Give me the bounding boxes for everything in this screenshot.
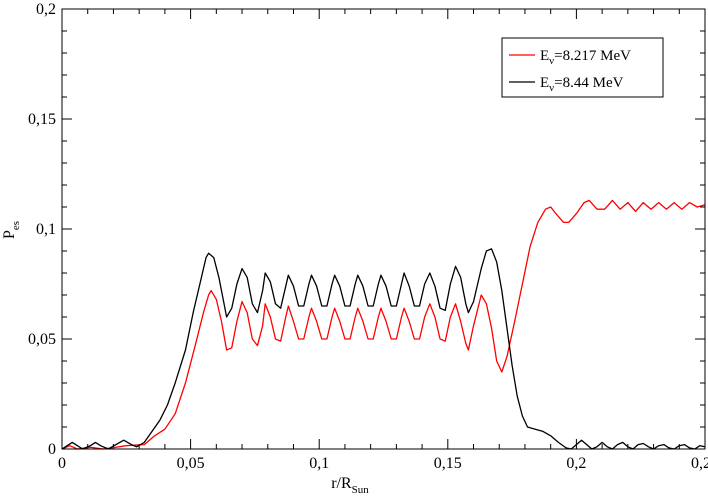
x-tick-label: 0 (58, 455, 66, 472)
series-line-0 (61, 199, 706, 450)
x-tick-label: 0,25 (691, 455, 708, 472)
y-tick-label: 0,15 (28, 111, 56, 128)
legend-box (501, 37, 664, 98)
y-tick-label: 0,2 (36, 1, 56, 18)
legend-label-1: Eν=8.44 MeV (540, 75, 624, 94)
series-line-1 (61, 248, 706, 450)
x-tick-label: 0,2 (566, 455, 586, 472)
legend-label-0: Eν=8.217 MeV (540, 48, 631, 67)
x-tick-label: 0,05 (177, 455, 205, 472)
x-axis-label: r/RSun (331, 475, 369, 496)
x-tick-label: 0,15 (434, 455, 462, 472)
y-tick-label: 0,1 (36, 221, 56, 238)
x-tick-label: 0,1 (309, 455, 329, 472)
y-axis-label: Pes (1, 221, 22, 239)
y-tick-label: 0,05 (28, 331, 56, 348)
plot-frame (61, 8, 706, 450)
y-tick-label: 0 (48, 441, 56, 458)
legend: Eν=8.217 MeV Eν=8.44 MeV (501, 37, 664, 98)
